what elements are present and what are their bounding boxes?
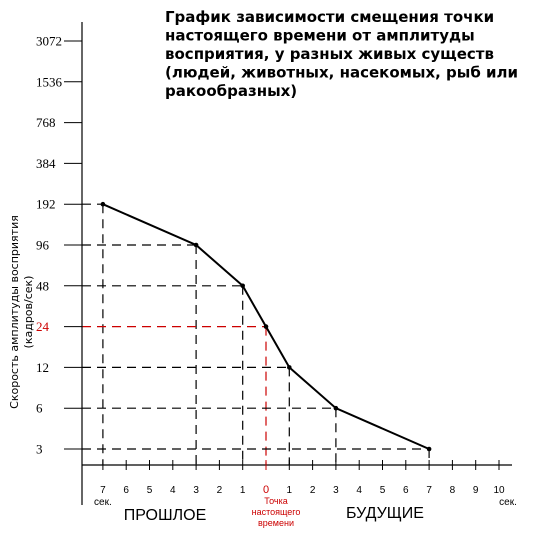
x-tick-label: 7 bbox=[426, 485, 432, 496]
x-tick-label: 2 bbox=[310, 485, 316, 496]
x-tick-label: 3 bbox=[333, 485, 339, 496]
x-tick-label: 4 bbox=[170, 485, 176, 496]
data-point bbox=[263, 324, 269, 329]
x-tick-label: 9 bbox=[473, 485, 479, 496]
data-point bbox=[287, 365, 292, 370]
axes bbox=[81, 22, 512, 505]
title-line: (людей, животных, насекомых, рыб или bbox=[165, 64, 518, 82]
now-point-label: Точка bbox=[264, 496, 287, 506]
y-axis-label-line: (кадров/сек) bbox=[22, 276, 35, 349]
title-line: настоящего времени от амплитуды bbox=[165, 27, 475, 45]
x-unit-right: сек. bbox=[499, 497, 517, 508]
y-tick-label: 3 bbox=[36, 442, 43, 457]
x-tick-label: 6 bbox=[123, 485, 129, 496]
title-line: ракообразных) bbox=[165, 82, 297, 100]
data-point bbox=[193, 242, 199, 248]
x-tick-label: 5 bbox=[380, 485, 386, 496]
now-point-label: времени bbox=[258, 518, 294, 528]
guide-lines bbox=[82, 203, 430, 465]
y-tick-label: 48 bbox=[36, 278, 49, 293]
x-tick-label: 8 bbox=[450, 485, 456, 496]
now-point-label: настоящего bbox=[252, 507, 301, 517]
data-point bbox=[100, 201, 106, 207]
x-tick-label: 4 bbox=[356, 485, 362, 496]
x-unit-left: сек. bbox=[94, 497, 112, 508]
y-tick-label: 1536 bbox=[36, 74, 63, 89]
x-tick-label: 3 bbox=[193, 485, 199, 496]
title-line: восприятия, у разных живых существ bbox=[165, 45, 494, 63]
x-tick-label: 1 bbox=[240, 485, 246, 496]
y-tick-label: 384 bbox=[36, 156, 56, 171]
data-point bbox=[333, 405, 339, 411]
y-tick-label: 96 bbox=[36, 238, 50, 253]
y-axis-label: Скорость амплитуды восприятия (кадров/сек… bbox=[8, 215, 35, 409]
chart-title: График зависимости смещения точкинастоящ… bbox=[165, 8, 518, 100]
y-tick-label: 192 bbox=[36, 197, 56, 212]
zone-future-label: БУДУЩИЕ bbox=[346, 505, 424, 522]
x-tick-label: 1 bbox=[287, 485, 293, 496]
x-tick-label: 5 bbox=[147, 485, 153, 496]
y-tick-label: 12 bbox=[36, 360, 49, 375]
x-tick-label: 7 bbox=[100, 485, 106, 496]
y-tick-label: 3072 bbox=[36, 34, 62, 49]
x-tick-label: 2 bbox=[217, 485, 223, 496]
data-point bbox=[240, 283, 245, 289]
title-line: График зависимости смещения точки bbox=[165, 8, 494, 26]
data-point bbox=[426, 446, 432, 452]
y-tick-label: 6 bbox=[36, 401, 43, 416]
x-tick-label: 6 bbox=[403, 485, 409, 496]
x-tick-label: 0 bbox=[263, 484, 269, 496]
zone-past-label: ПРОШЛОЕ bbox=[124, 507, 207, 524]
y-tick-label: 768 bbox=[36, 115, 56, 130]
y-tick-label: 24 bbox=[36, 319, 50, 334]
y-axis-label-line: Скорость амплитуды восприятия bbox=[8, 215, 21, 409]
y-axis-ticks: 3072 1536 768 384 192 96 48 24 12 6 3 bbox=[36, 34, 82, 457]
x-tick-label: 10 bbox=[493, 485, 505, 496]
series-line bbox=[100, 201, 432, 452]
